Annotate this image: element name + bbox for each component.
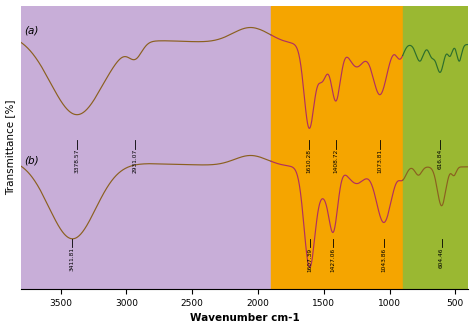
Bar [271,6,402,289]
Text: (b): (b) [24,156,38,166]
Text: 604.46: 604.46 [439,247,444,268]
Text: 1427.06: 1427.06 [331,247,336,271]
Text: 616.84: 616.84 [438,149,442,169]
Text: 1408.72: 1408.72 [333,149,338,173]
Text: 2931.07: 2931.07 [133,149,138,173]
X-axis label: Wavenumber cm-1: Wavenumber cm-1 [190,314,300,323]
Text: 3378.57: 3378.57 [74,149,79,173]
Text: 1073.81: 1073.81 [377,149,383,173]
Bar [21,6,271,289]
Text: 1043.86: 1043.86 [381,247,386,271]
Text: 3411.81: 3411.81 [70,247,75,271]
Bar [402,6,468,289]
Text: 1607.39: 1607.39 [307,247,312,271]
Text: 1610.28: 1610.28 [307,149,312,173]
Y-axis label: Transmittance [%]: Transmittance [%] [6,100,16,195]
Text: (a): (a) [24,25,38,35]
